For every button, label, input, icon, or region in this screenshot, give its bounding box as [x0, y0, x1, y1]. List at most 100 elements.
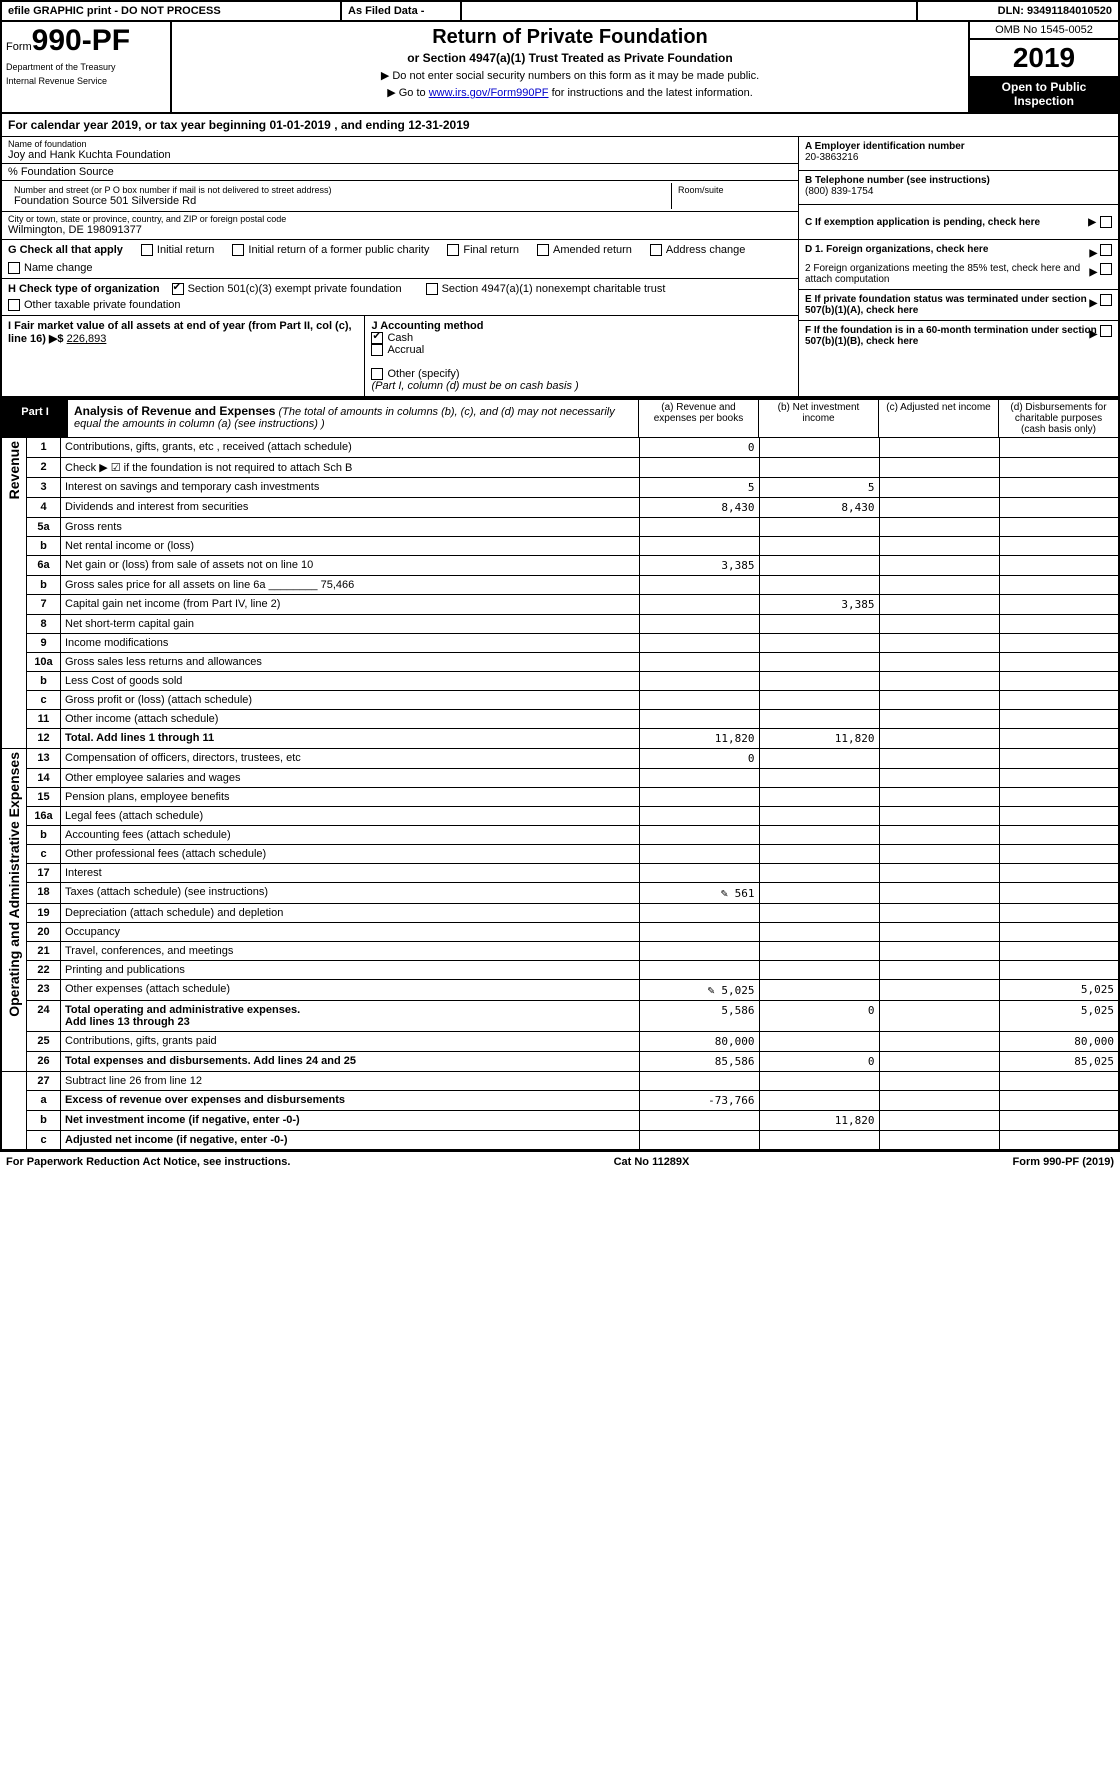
amt-cell	[759, 769, 879, 788]
amt-cell	[999, 807, 1119, 826]
amt-cell	[999, 634, 1119, 653]
amt-cell	[759, 438, 879, 458]
line-number: b	[27, 826, 61, 845]
line-desc: Net rental income or (loss)	[61, 537, 640, 556]
chk-501c3[interactable]	[172, 283, 184, 295]
amt-cell	[759, 1131, 879, 1150]
table-row: 23Other expenses (attach schedule)✎ 5,02…	[1, 980, 1119, 1001]
line-desc: Net short-term capital gain	[61, 615, 640, 634]
line-number: b	[27, 1111, 61, 1131]
amt-cell	[639, 769, 759, 788]
amt-cell	[879, 826, 999, 845]
amt-cell	[999, 498, 1119, 518]
amt-cell	[759, 1091, 879, 1111]
amt-cell	[999, 595, 1119, 615]
amt-cell: 85,586	[639, 1052, 759, 1072]
chk-initial-former[interactable]	[232, 244, 244, 256]
amt-cell	[759, 537, 879, 556]
line-desc: Total. Add lines 1 through 11	[61, 729, 640, 749]
chk-amended[interactable]	[537, 244, 549, 256]
chk-name[interactable]	[8, 262, 20, 274]
d2-checkbox[interactable]	[1100, 263, 1112, 275]
line-number: 21	[27, 942, 61, 961]
amt-cell: 5,025	[999, 980, 1119, 1001]
amt-cell	[999, 845, 1119, 864]
amt-cell	[759, 634, 879, 653]
year-end: 12-31-2019	[408, 118, 469, 132]
amt-cell	[759, 1072, 879, 1091]
amt-cell	[999, 518, 1119, 537]
amt-cell: 8,430	[639, 498, 759, 518]
amt-cell	[879, 595, 999, 615]
page-footer: For Paperwork Reduction Act Notice, see …	[0, 1150, 1120, 1172]
line-desc: Gross profit or (loss) (attach schedule)	[61, 691, 640, 710]
line-number: 15	[27, 788, 61, 807]
line-number: 11	[27, 710, 61, 729]
chk-final[interactable]	[447, 244, 459, 256]
chk-other-taxable[interactable]	[8, 299, 20, 311]
efile-label: efile GRAPHIC print - DO NOT PROCESS	[2, 2, 342, 20]
line-number: b	[27, 576, 61, 595]
section-h: H Check type of organization Section 501…	[2, 279, 798, 316]
amt-cell	[759, 518, 879, 537]
line-number: 17	[27, 864, 61, 883]
d1-label: D 1. Foreign organizations, check here	[805, 244, 988, 255]
schedule-icon[interactable]: ✎	[721, 886, 728, 900]
table-row: 14Other employee salaries and wages	[1, 769, 1119, 788]
amt-cell: 0	[639, 749, 759, 769]
care-of: % Foundation Source	[8, 166, 792, 178]
part1-header: Part I Analysis of Revenue and Expenses …	[0, 398, 1120, 437]
d1-checkbox[interactable]	[1100, 244, 1112, 256]
c-checkbox[interactable]	[1100, 216, 1112, 228]
amt-cell	[879, 691, 999, 710]
amt-cell: 5,025	[999, 1001, 1119, 1032]
line-number: 26	[27, 1052, 61, 1072]
amt-cell	[999, 458, 1119, 478]
footer-right: Form 990-PF (2019)	[1013, 1156, 1114, 1168]
table-row: 2Check ▶ ☑ if the foundation is not requ…	[1, 458, 1119, 478]
line-desc: Net gain or (loss) from sale of assets n…	[61, 556, 640, 576]
chk-cash[interactable]	[371, 332, 383, 344]
amt-cell	[759, 788, 879, 807]
line-desc: Legal fees (attach schedule)	[61, 807, 640, 826]
chk-4947[interactable]	[426, 283, 438, 295]
amt-cell	[879, 769, 999, 788]
d2-label: 2 Foreign organizations meeting the 85% …	[805, 263, 1080, 285]
line-desc: Dividends and interest from securities	[61, 498, 640, 518]
amt-cell	[759, 710, 879, 729]
amt-cell	[759, 904, 879, 923]
line-number: 10a	[27, 653, 61, 672]
name-label: Name of foundation	[8, 139, 792, 149]
table-row: 10aGross sales less returns and allowanc…	[1, 653, 1119, 672]
amt-cell	[639, 807, 759, 826]
line-desc: Printing and publications	[61, 961, 640, 980]
amt-cell	[759, 1032, 879, 1052]
open-inspection: Open to Public Inspection	[970, 76, 1118, 112]
amt-cell	[879, 845, 999, 864]
f-checkbox[interactable]	[1100, 325, 1112, 337]
line-number: 20	[27, 923, 61, 942]
amt-cell	[879, 537, 999, 556]
amt-cell: 0	[759, 1001, 879, 1032]
chk-other-method[interactable]	[371, 368, 383, 380]
amt-cell: 11,820	[759, 1111, 879, 1131]
e-checkbox[interactable]	[1100, 294, 1112, 306]
amt-cell	[879, 672, 999, 691]
line-desc: Less Cost of goods sold	[61, 672, 640, 691]
section-g: G Check all that apply Initial return In…	[2, 240, 798, 279]
expenses-label: Operating and Administrative Expenses	[1, 749, 27, 1072]
line-desc: Travel, conferences, and meetings	[61, 942, 640, 961]
footer-left: For Paperwork Reduction Act Notice, see …	[6, 1156, 290, 1168]
amt-cell	[999, 615, 1119, 634]
f-label: F If the foundation is in a 60-month ter…	[805, 325, 1097, 347]
chk-accrual[interactable]	[371, 344, 383, 356]
irs-link[interactable]: www.irs.gov/Form990PF	[429, 87, 549, 99]
chk-initial[interactable]	[141, 244, 153, 256]
line-desc: Accounting fees (attach schedule)	[61, 826, 640, 845]
line-number: 1	[27, 438, 61, 458]
chk-address[interactable]	[650, 244, 662, 256]
line-desc: Total expenses and disbursements. Add li…	[61, 1052, 640, 1072]
top-bar: efile GRAPHIC print - DO NOT PROCESS As …	[0, 0, 1120, 22]
table-row: bGross sales price for all assets on lin…	[1, 576, 1119, 595]
schedule-icon[interactable]: ✎	[708, 983, 715, 997]
